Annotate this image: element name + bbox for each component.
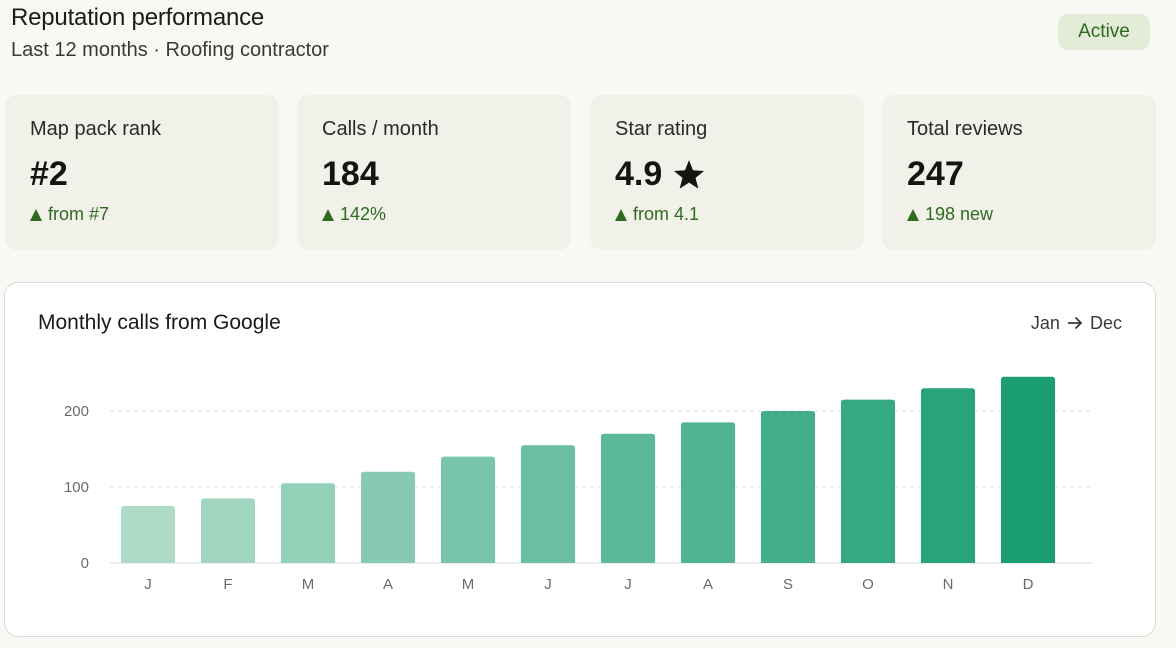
y-tick-label: 0 [81,555,89,572]
bar-2 [201,498,255,563]
kpi-value-text: #2 [30,155,68,193]
kpi-card-map-pack-rank: Map pack rank #2 from #7 [5,95,279,250]
kpi-label: Calls / month [322,118,439,140]
arrow-up-icon [615,208,627,221]
bar-chart: 0 100 200 J F M A M J J A S O N D [64,376,1093,593]
kpi-value: #2 [30,155,68,194]
bar-3 [281,483,335,563]
kpi-value-text: 184 [322,155,379,193]
chart-title: Monthly calls from Google [38,311,281,334]
bar-4 [361,471,415,563]
arrow-up-icon [907,208,919,221]
kpi-delta-text: from #7 [48,204,110,224]
x-tick-label: J [544,576,552,593]
star-icon [672,159,706,191]
arrow-up-icon [322,208,334,221]
chart-date-range: Jan Dec [1031,313,1122,334]
x-tick-label: D [1023,576,1034,593]
bar-11 [921,388,975,563]
x-tick-label: J [144,576,152,593]
chart-card: Monthly calls from Google Jan Dec 0 100 20… [4,282,1156,637]
range-start: Jan [1030,313,1060,333]
kpi-value: 4.9 [615,155,706,194]
x-tick-label: O [862,576,874,593]
x-tick-label: F [223,576,232,593]
x-tick-label: J [624,576,632,593]
y-tick-label: 100 [64,479,89,496]
kpi-label: Star rating [615,118,708,140]
kpi-delta: 198 new [907,204,993,225]
page-title: Reputation performance [11,4,265,31]
kpi-card-total-reviews: Total reviews 247 198 new [882,95,1156,250]
x-tick-label: M [462,576,475,593]
kpi-delta: from #7 [30,204,109,225]
x-tick-label: A [703,576,713,593]
kpi-card-calls-per-month: Calls / month 184 142% [297,95,571,250]
bar-1 [121,506,175,563]
x-tick-label: A [383,576,393,593]
kpi-value: 184 [322,155,379,194]
y-tick-label: 200 [64,403,89,420]
status-badge: Active [1058,14,1150,50]
bar-5 [441,456,495,563]
kpi-value-text: 4.9 [615,155,663,193]
kpi-label: Total reviews [907,118,1023,140]
kpi-label: Map pack rank [30,118,162,140]
range-end: Dec [1089,313,1122,333]
x-tick-label: S [783,576,793,593]
bar-7 [601,433,655,563]
bar-9 [761,411,815,563]
x-tick-label: M [302,576,315,593]
kpi-delta: from 4.1 [615,204,699,225]
bar-8 [681,422,735,563]
kpi-value-text: 247 [907,155,964,193]
arrow-up-icon [30,208,42,221]
kpi-delta-text: from 4.1 [633,204,700,224]
x-tick-label: N [943,576,954,593]
kpi-delta: 142% [322,204,386,225]
arrow-right-icon [1067,316,1083,330]
kpi-delta-text: 142% [340,204,387,224]
bar-10 [841,399,895,563]
kpi-delta-text: 198 new [925,204,994,224]
kpi-value: 247 [907,155,964,194]
bar-12 [1001,376,1055,563]
bar-6 [521,445,575,563]
kpi-card-star-rating: Star rating 4.9 from 4.1 [590,95,864,250]
page-subtitle: Last 12 months · Roofing contractor [11,39,329,61]
